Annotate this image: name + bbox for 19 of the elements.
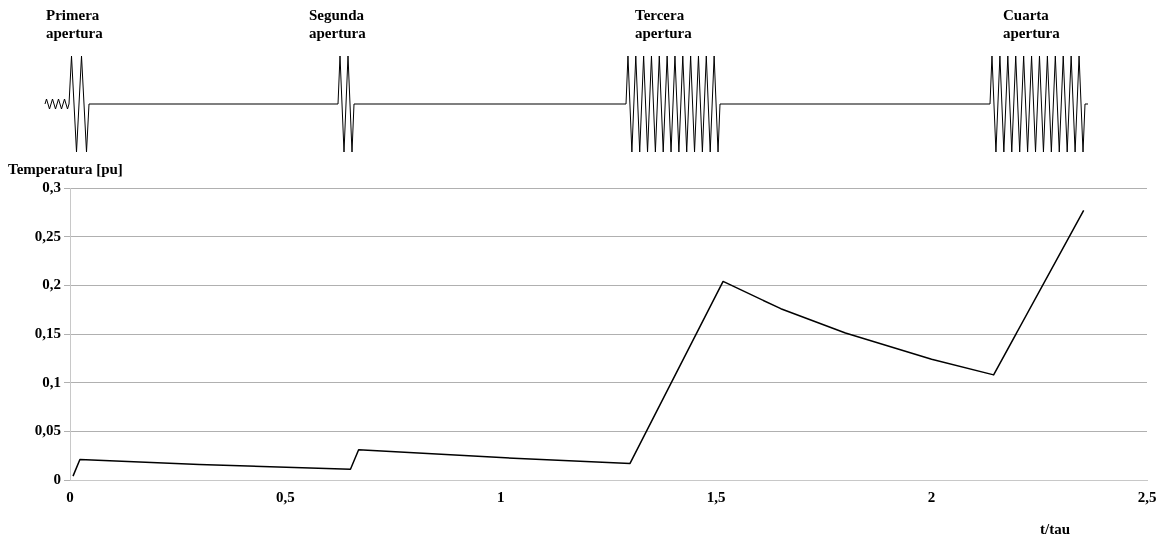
- x-tick-label: 1,5: [706, 488, 726, 505]
- x-tick-label: 0: [66, 488, 74, 505]
- y-tick-label: 0,25: [34, 227, 61, 244]
- y-tick-label: 0,15: [34, 324, 61, 341]
- text: Primera apertura: [46, 6, 103, 42]
- y-tick-label: 0,2: [42, 276, 61, 293]
- text: Tercera apertura: [635, 6, 692, 42]
- x-axis-title: t/tau: [1040, 521, 1070, 538]
- y-tick-label: 0: [53, 470, 61, 487]
- x-tick-label: 0,5: [276, 488, 295, 505]
- y-axis-title: Temperatura [pu]: [8, 161, 123, 178]
- x-tick-label: 2: [927, 488, 936, 505]
- y-tick-label: 0,05: [34, 422, 61, 439]
- text: Cuarta apertura: [1003, 6, 1060, 42]
- x-tick-label: 1: [497, 488, 505, 505]
- x-tick-label: 2,5: [1137, 488, 1157, 505]
- text: Segunda apertura: [309, 6, 366, 42]
- y-tick-label: 0,3: [42, 178, 61, 195]
- y-tick-label: 0,1: [42, 373, 61, 390]
